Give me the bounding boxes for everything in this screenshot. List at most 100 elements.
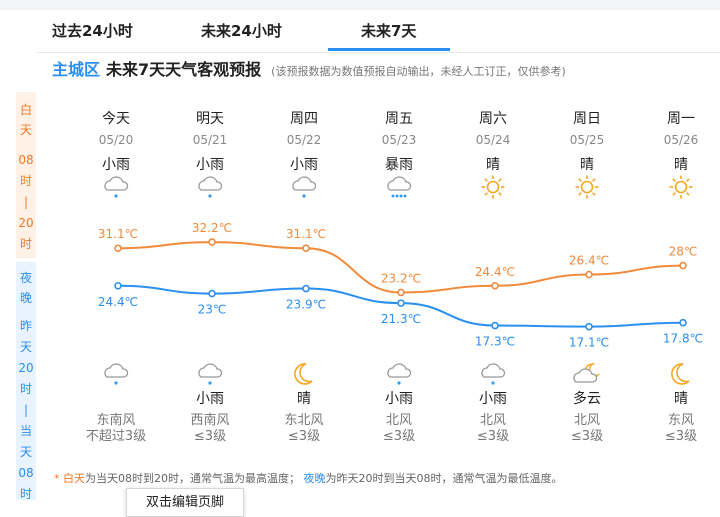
wind-level: ≤3级 — [570, 429, 604, 444]
high-temp-point — [114, 244, 122, 253]
low-temp-point — [302, 284, 310, 293]
footnote-day-label: 白天 — [63, 472, 85, 485]
high-temp-label: 28℃ — [669, 245, 698, 259]
low-temp-label: 23.9℃ — [286, 298, 326, 312]
night-time-part: 08 — [18, 466, 34, 480]
wind-info: 东南风 不超过3级 — [76, 413, 156, 445]
night-time-part: 20 — [18, 361, 34, 375]
low-temp-label: 17.1℃ — [569, 336, 609, 350]
moon-icon — [294, 363, 313, 385]
tab-next-7d[interactable]: 未来7天 — [361, 22, 417, 40]
forecast-title: 主城区 未来7天天气客观预报 (该预报数据为数值预报自动输出，未经人工订正，仅供… — [52, 56, 566, 79]
day-weather: 小雨 — [102, 157, 130, 173]
day-name: 今天 — [102, 111, 130, 127]
tab-bar: 过去24小时 未来24小时 未来7天 — [36, 16, 720, 53]
sun-icon — [481, 175, 505, 199]
wind-direction: 东南风 — [96, 413, 136, 428]
low-temp-line — [117, 284, 684, 328]
night-time-part: 当 — [19, 424, 32, 438]
low-temp-point — [114, 281, 122, 290]
day-date: 05/23 — [381, 133, 417, 147]
region-name: 主城区 — [52, 60, 101, 79]
low-temp-label: 17.8℃ — [663, 332, 703, 346]
day-time-part: 20 — [18, 216, 34, 230]
day-time-part: | — [23, 195, 29, 209]
low-temp-point — [679, 318, 687, 327]
low-temp-label: 21.3℃ — [381, 312, 421, 326]
high-temp-label: 31.1℃ — [98, 227, 138, 241]
wind-direction: 东风 — [667, 413, 694, 428]
low-temp-point — [585, 322, 593, 331]
wind-direction: 北风 — [479, 413, 506, 428]
high-temp-point — [302, 244, 310, 253]
day-date: 05/21 — [192, 133, 228, 147]
night-time-part: 昨 — [19, 319, 32, 333]
night-weather: 晴 — [297, 391, 311, 407]
high-temp-label: 32.2℃ — [192, 221, 232, 235]
day-label: 白天 — [20, 103, 33, 137]
footnote-day-text: 为当天08时到20时，通常气温为最高温度； — [85, 472, 300, 485]
night-weather: 晴 — [674, 391, 688, 407]
night-time-part: 时 — [19, 487, 32, 501]
day-time-part: 时 — [19, 174, 32, 188]
day-weather: 晴 — [580, 157, 594, 173]
low-temp-label: 23℃ — [198, 303, 227, 317]
day-name: 周六 — [479, 111, 507, 127]
day-date: 05/25 — [569, 133, 605, 147]
disclaimer-note: (该预报数据为数值预报自动输出，未经人工订正，仅供参考) — [271, 65, 566, 78]
day-name: 周五 — [385, 111, 413, 127]
wind-level: ≤3级 — [287, 429, 321, 444]
night-side-label: 夜晚 昨天 20 时 | 当天 08 时 — [16, 262, 36, 501]
day-weather: 晴 — [674, 157, 688, 173]
night-time-part: | — [23, 403, 29, 417]
wind-level: 不超过3级 — [85, 429, 147, 444]
footnote: * 白天为当天08时到20时，通常气温为最高温度； 夜晚为昨天20时到当天08时… — [54, 470, 563, 486]
day-time-range: 08 时 | 20 时 — [16, 150, 36, 255]
footnote-star: * — [54, 472, 63, 485]
footnote-night-label: 夜晚 — [303, 472, 326, 485]
tab-next-24h[interactable]: 未来24小时 — [201, 22, 282, 40]
light-rain-icon — [292, 176, 317, 198]
high-temp-point — [208, 238, 216, 246]
top-band — [0, 0, 720, 10]
day-weather: 小雨 — [290, 157, 318, 173]
low-temp-label: 24.4℃ — [98, 295, 138, 309]
high-temp-point — [491, 281, 499, 290]
day-date: 05/20 — [98, 133, 134, 147]
night-label: 夜晚 — [20, 271, 33, 305]
low-temp-label: 17.3℃ — [475, 335, 515, 349]
light-rain-night-icon — [387, 363, 412, 385]
day-time-part: 时 — [19, 237, 32, 251]
high-temp-point — [585, 270, 593, 279]
active-tab-indicator — [328, 48, 450, 51]
tab-past-24h[interactable]: 过去24小时 — [52, 22, 133, 40]
wind-direction: 东北风 — [284, 413, 324, 428]
wind-direction: 北风 — [573, 413, 600, 428]
edit-footer-popup[interactable]: 双击编辑页脚 — [126, 488, 244, 517]
day-date: 05/24 — [475, 133, 511, 147]
footnote-night-text: 为昨天20时到当天08时，通常气温为最低温度。 — [325, 472, 563, 485]
high-temp-line — [117, 241, 684, 294]
wind-level: ≤3级 — [382, 429, 416, 444]
wind-direction: 北风 — [385, 413, 412, 428]
light-rain-icon — [104, 176, 129, 198]
night-time-range: 昨天 20 时 | 当天 08 时 — [16, 316, 36, 505]
day-date: 05/22 — [286, 133, 322, 147]
sun-icon — [669, 175, 693, 199]
wind-info: 北风 ≤3级 — [547, 413, 627, 445]
heavy-rain-icon — [387, 176, 412, 198]
wind-info: 西南风 ≤3级 — [170, 413, 250, 445]
high-temp-point — [679, 261, 687, 270]
day-side-label: 白天 08 时 | 20 时 — [16, 92, 36, 262]
sun-icon — [575, 175, 599, 199]
day-date: 05/26 — [663, 133, 699, 147]
wind-direction: 西南风 — [190, 413, 230, 428]
high-temp-label: 26.4℃ — [569, 254, 609, 268]
high-temp-label: 23.2℃ — [381, 271, 421, 285]
high-temp-label: 31.1℃ — [286, 227, 326, 241]
wind-level: ≤3级 — [664, 429, 698, 444]
moon-icon — [671, 363, 690, 385]
night-weather: 小雨 — [196, 391, 224, 407]
light-rain-night-icon — [104, 363, 129, 385]
light-rain-night-icon — [481, 363, 506, 385]
